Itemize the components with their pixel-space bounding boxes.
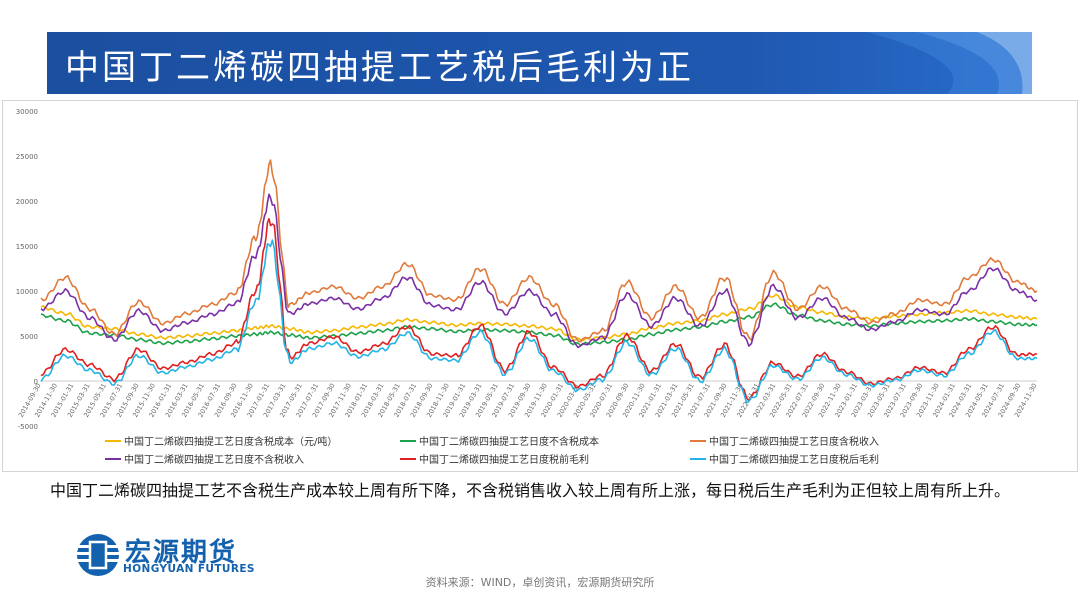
chart-frame: 30000 25000 20000 15000 10000 5000 0 -5000 2014-… (2, 100, 1078, 472)
y-tick-label: 25000 (16, 153, 38, 161)
legend-item-profit-aftertax: 中国丁二烯碳四抽提工艺日度税后毛利 (690, 451, 879, 466)
title-banner: 中国丁二烯碳四抽提工艺税后毛利为正 (47, 32, 1032, 94)
line-chart: 300002500020000150001000050000-50002014-… (16, 108, 1039, 431)
source-note: 资料来源：WIND，卓创资讯，宏源期货研究所 (425, 576, 655, 589)
legend-label: 中国丁二烯碳四抽提工艺日度不含税收入 (124, 455, 304, 466)
legend-swatch (400, 439, 416, 442)
legend-item-income-notax: 中国丁二烯碳四抽提工艺日度不含税收入 (105, 451, 304, 466)
logo-icon (75, 534, 121, 576)
y-tick-label: 0 (34, 378, 38, 386)
series-line-cost_tax (40, 293, 1038, 342)
y-tick-label: -5000 (18, 423, 38, 431)
y-tick-label: 5000 (20, 333, 38, 341)
legend-swatch (690, 457, 706, 460)
company-logo: 宏源期货 HONGYUAN FUTURES (75, 530, 315, 578)
series-line-income_notax (40, 193, 1038, 349)
legend-item-profit-pretax: 中国丁二烯碳四抽提工艺日度税前毛利 (400, 451, 589, 466)
legend-item-cost-notax: 中国丁二烯碳四抽提工艺日度不含税成本 (400, 433, 599, 448)
y-tick-label: 10000 (16, 288, 38, 296)
series-line-profit_pretax (40, 218, 1037, 402)
logo-chinese-name: 宏源期货 (125, 538, 238, 568)
legend-item-cost-tax: 中国丁二烯碳四抽提工艺日度含税成本（元/吨） (105, 433, 337, 448)
y-tick-label: 30000 (16, 108, 38, 116)
legend-swatch (105, 457, 121, 460)
page-title: 中国丁二烯碳四抽提工艺税后毛利为正 (65, 48, 694, 88)
legend-label: 中国丁二烯碳四抽提工艺日度税后毛利 (709, 455, 879, 466)
title-banner-background (47, 32, 1032, 94)
legend-swatch (690, 439, 706, 442)
y-tick-label: 20000 (16, 198, 38, 206)
legend-swatch (400, 457, 416, 460)
legend-item-income-tax: 中国丁二烯碳四抽提工艺日度含税收入 (690, 433, 879, 448)
logo-english-name: HONGYUAN FUTURES (123, 563, 255, 575)
legend-label: 中国丁二烯碳四抽提工艺日度不含税成本 (419, 437, 599, 448)
legend-label: 中国丁二烯碳四抽提工艺日度税前毛利 (419, 455, 589, 466)
legend-swatch (105, 439, 121, 442)
description-text: 中国丁二烯碳四抽提工艺不含税生产成本较上周有所下降，不含税销售收入较上周有所上涨… (50, 481, 1011, 500)
legend-label: 中国丁二烯碳四抽提工艺日度含税成本（元/吨） (124, 437, 338, 448)
legend-label: 中国丁二烯碳四抽提工艺日度含税收入 (709, 437, 879, 448)
series-line-profit_aftertax (40, 239, 1038, 404)
series-line-income_tax (40, 159, 1038, 343)
y-tick-label: 15000 (16, 243, 38, 251)
